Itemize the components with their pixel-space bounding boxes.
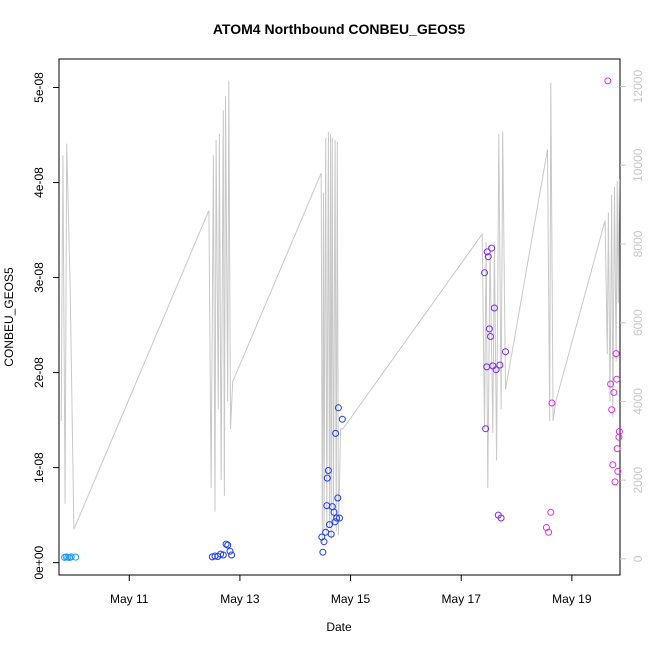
data-point xyxy=(219,551,227,559)
data-point xyxy=(331,518,339,526)
data-point xyxy=(228,551,236,559)
data-point xyxy=(547,508,555,516)
data-point xyxy=(334,494,342,502)
data-point xyxy=(67,553,75,561)
data-point xyxy=(336,514,343,522)
data-point xyxy=(604,77,612,85)
y2-tick-label: 0 xyxy=(631,555,645,562)
data-point xyxy=(224,541,232,549)
data-point xyxy=(334,404,342,412)
y-axis: 0e+00 1e-08 2e-08 3e-08 4e-08 5e-08 xyxy=(32,72,59,579)
data-point xyxy=(548,399,556,407)
plot-frame xyxy=(58,58,621,576)
data-point xyxy=(324,467,332,474)
data-point xyxy=(496,361,504,369)
y-tick-label: 2e-08 xyxy=(32,357,46,388)
data-point xyxy=(615,433,623,441)
data-point xyxy=(333,514,341,522)
y2-tick-label: 4000 xyxy=(631,388,645,415)
data-point xyxy=(613,375,621,383)
data-point xyxy=(319,548,327,556)
y2-tick-label: 10000 xyxy=(631,148,645,182)
y-axis-label: CONBEU_GEOS5 xyxy=(2,267,16,367)
y2-axis-altitude: 0 2000 4000 6000 8000 10000 12000 xyxy=(620,70,645,562)
data-point xyxy=(328,503,336,511)
y2-tick-label: 12000 xyxy=(631,70,645,104)
data-point xyxy=(326,521,333,529)
data-point xyxy=(338,415,346,423)
data-point xyxy=(545,528,553,536)
data-point xyxy=(610,389,618,396)
x-tick-label: May 15 xyxy=(331,592,371,606)
data-point xyxy=(330,508,338,516)
y2-tick-label: 2000 xyxy=(631,466,645,493)
data-point xyxy=(485,325,493,333)
x-axis-label: Date xyxy=(326,620,352,634)
data-point xyxy=(615,428,623,435)
data-point xyxy=(490,304,498,312)
y-tick-label: 0e+00 xyxy=(32,545,46,579)
data-point xyxy=(612,350,620,358)
x-tick-label: May 17 xyxy=(442,592,482,606)
altitude-line xyxy=(60,80,620,544)
data-point xyxy=(72,553,80,561)
data-point xyxy=(323,474,331,482)
data-point xyxy=(327,530,335,538)
y-tick-label: 4e-08 xyxy=(32,167,46,198)
y-tick-label: 5e-08 xyxy=(32,72,46,103)
data-point xyxy=(613,445,621,453)
altitude-series xyxy=(60,80,620,544)
data-point xyxy=(489,362,497,370)
data-point xyxy=(488,244,496,252)
x-axis: May 11 May 13 May 15 May 17 May 19 xyxy=(110,575,592,606)
chart-title: ATOM4 Northbound CONBEU_GEOS5 xyxy=(213,21,465,37)
data-point xyxy=(222,540,230,548)
data-point xyxy=(483,248,491,256)
data-point xyxy=(502,348,509,356)
data-point xyxy=(226,547,234,555)
y2-tick-label: 6000 xyxy=(631,309,645,336)
data-point xyxy=(492,366,500,374)
data-point xyxy=(607,380,615,388)
x-tick-label: May 11 xyxy=(110,592,149,606)
data-point xyxy=(497,514,505,522)
y2-tick-label: 8000 xyxy=(631,230,645,257)
y-tick-label: 1e-08 xyxy=(32,452,46,483)
data-point xyxy=(487,333,494,340)
y-tick-label: 3e-08 xyxy=(32,262,46,293)
data-point xyxy=(611,478,619,486)
data-point xyxy=(608,406,616,414)
data-point xyxy=(609,461,617,469)
concentration-series xyxy=(61,77,623,561)
data-point xyxy=(320,538,328,546)
data-point xyxy=(482,425,490,433)
data-point xyxy=(332,429,340,437)
x-tick-label: May 19 xyxy=(552,592,592,606)
data-point xyxy=(481,269,488,277)
x-tick-label: May 13 xyxy=(220,592,260,606)
data-point xyxy=(484,253,492,261)
data-point xyxy=(614,467,622,475)
